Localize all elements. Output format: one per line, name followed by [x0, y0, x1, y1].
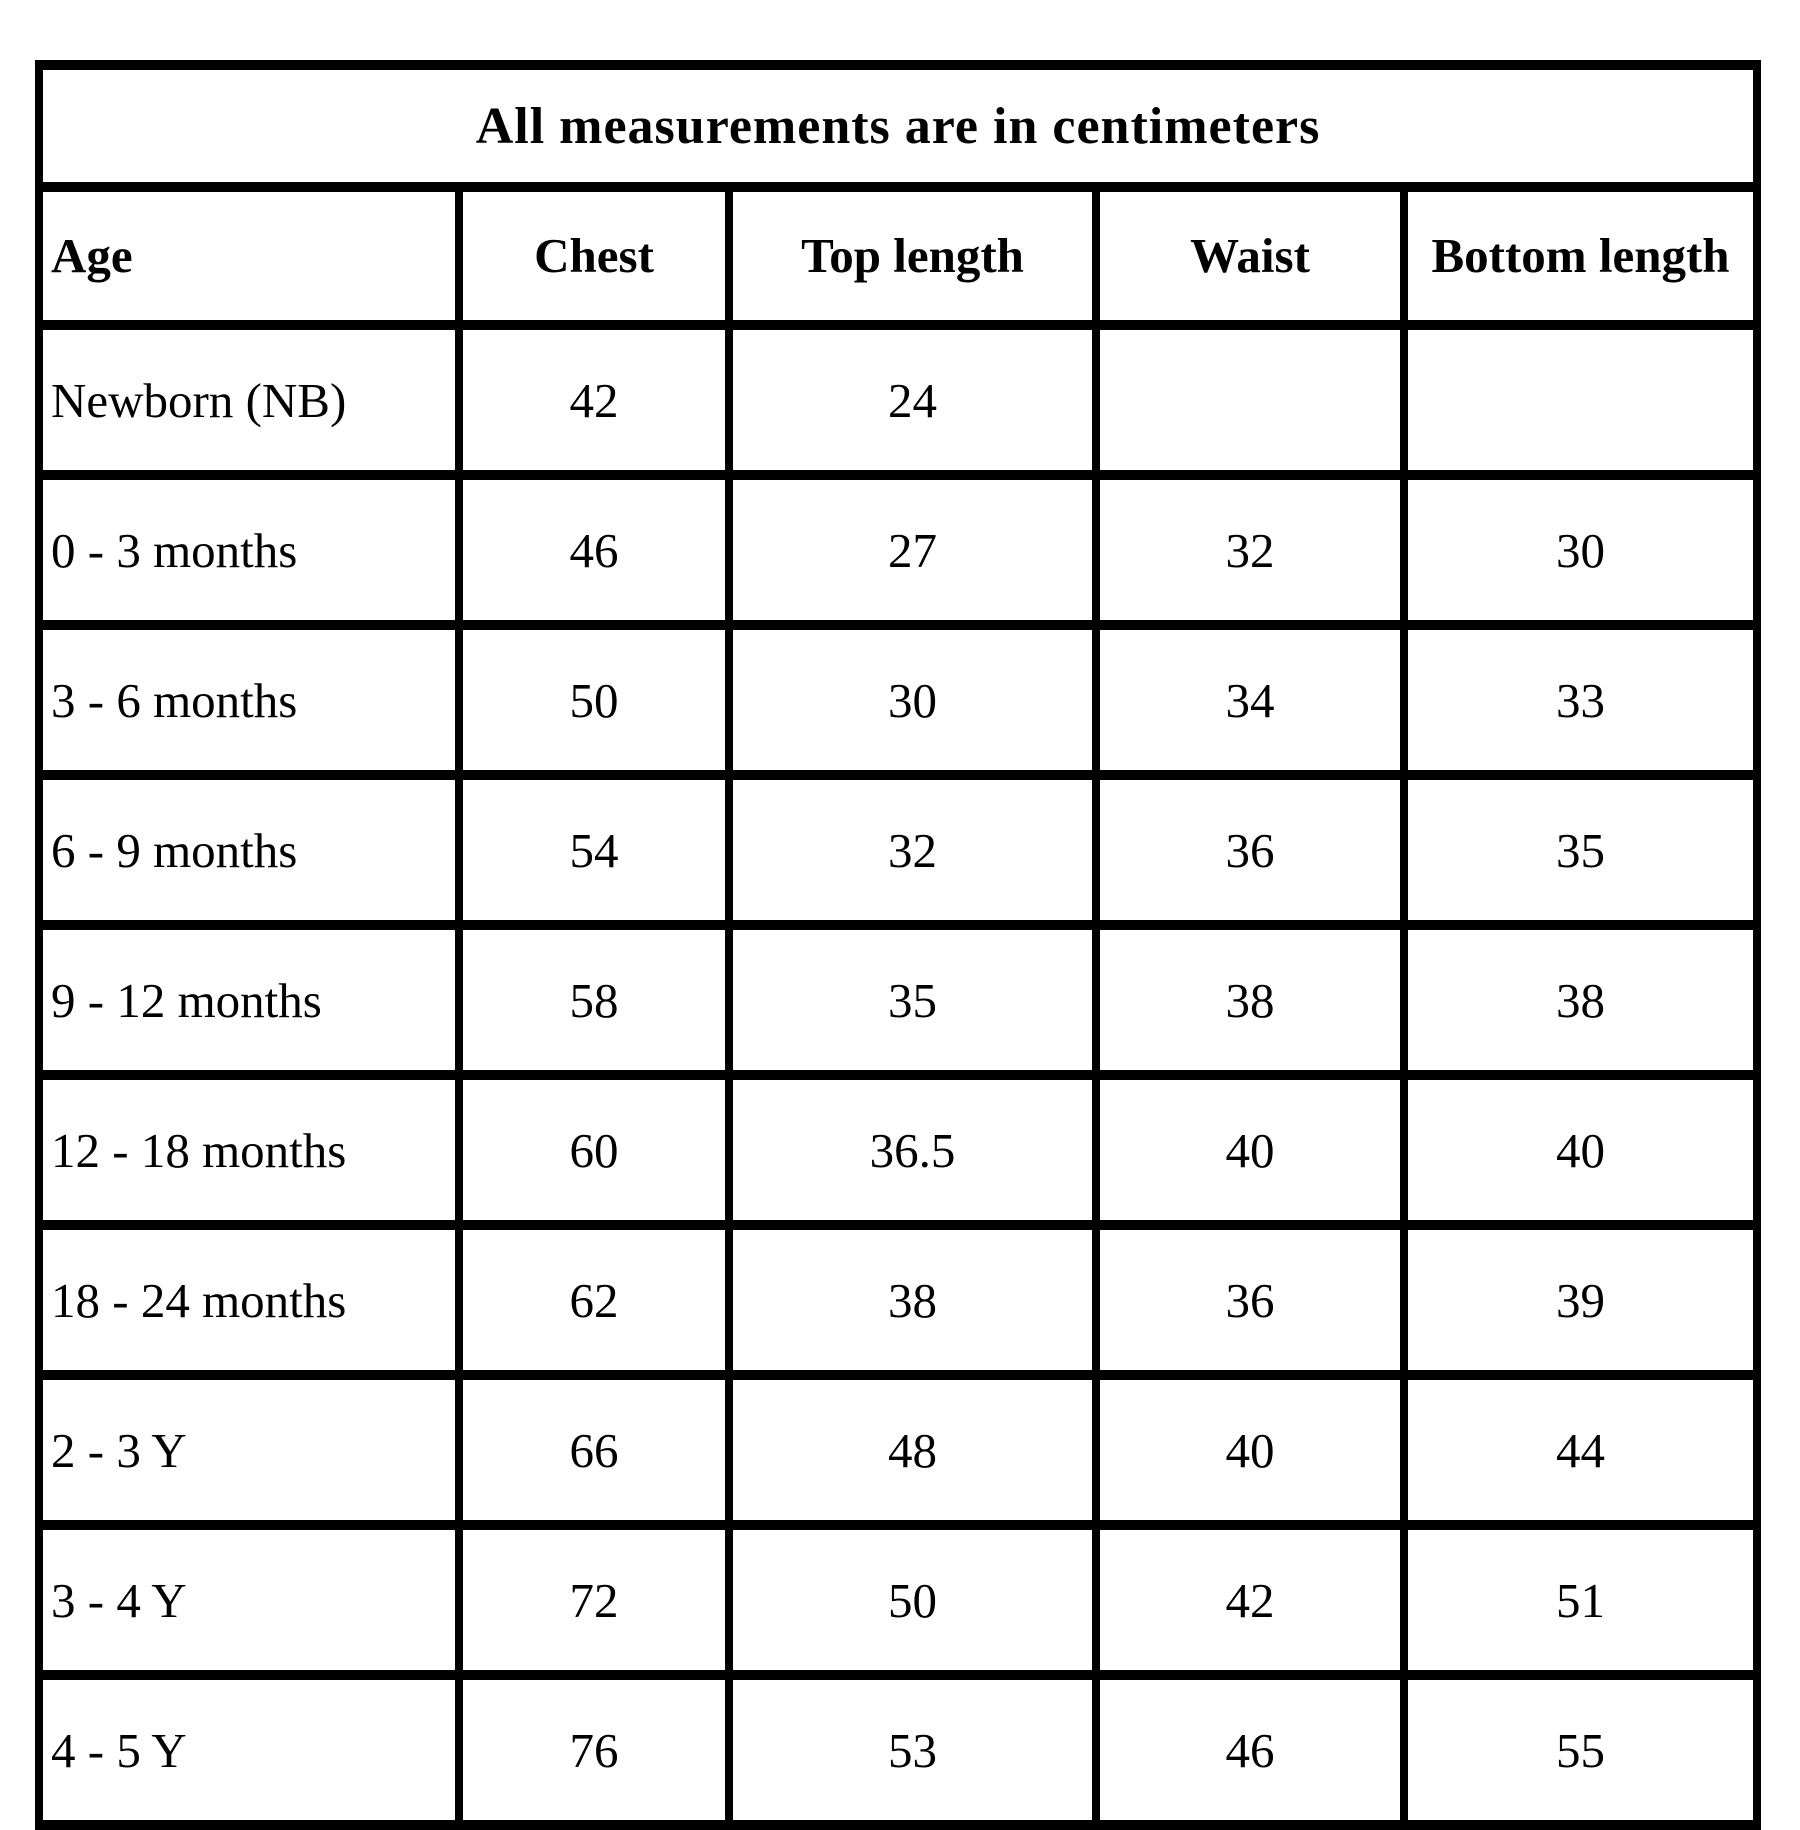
measurement-cell: 60 [455, 1070, 733, 1230]
measurement-cell: 53 [725, 1670, 1100, 1830]
column-header-chest: Chest [455, 182, 733, 330]
measurement-cell: 36 [1092, 770, 1408, 930]
measurement-cell: 50 [455, 620, 733, 780]
age-cell: 4 - 5 Y [35, 1670, 463, 1830]
table-row: 3 - 4 Y 72 50 42 51 [35, 1520, 1762, 1680]
table-title: All measurements are in centimeters [34, 60, 1762, 192]
measurement-cell: 36 [1092, 1220, 1408, 1380]
table-row: Newborn (NB) 42 24 [35, 320, 1762, 480]
measurement-cell: 32 [1092, 470, 1408, 630]
age-cell: 12 - 18 months [35, 1070, 463, 1230]
measurement-cell: 34 [1092, 620, 1408, 780]
age-cell: 6 - 9 months [35, 770, 463, 930]
age-cell: Newborn (NB) [35, 320, 463, 480]
measurement-cell: 33 [1399, 620, 1762, 780]
table-row: 3 - 6 months 50 30 34 33 [35, 620, 1762, 780]
measurement-cell: 66 [455, 1370, 733, 1530]
measurement-cell [1399, 320, 1762, 480]
measurement-cell: 72 [455, 1520, 733, 1680]
measurement-cell: 42 [1092, 1520, 1408, 1680]
measurement-cell [1092, 320, 1408, 480]
age-cell: 3 - 4 Y [35, 1520, 463, 1680]
measurement-cell: 32 [725, 770, 1100, 930]
measurement-cell: 39 [1399, 1220, 1762, 1380]
table-row: 6 - 9 months 54 32 36 35 [35, 770, 1762, 930]
table-row: 2 - 3 Y 66 48 40 44 [35, 1370, 1762, 1530]
measurement-cell: 54 [455, 770, 733, 930]
measurement-cell: 38 [1399, 920, 1762, 1080]
column-header-top-length: Top length [725, 182, 1100, 330]
column-header-age: Age [35, 182, 463, 330]
measurement-cell: 36.5 [725, 1070, 1100, 1230]
measurement-cell: 51 [1399, 1520, 1762, 1680]
measurement-cell: 30 [725, 620, 1100, 780]
table-body: Newborn (NB) 42 24 0 - 3 months 46 27 32 30 3 - … [35, 320, 1762, 1830]
measurement-cell: 38 [725, 1220, 1100, 1380]
measurement-cell: 55 [1399, 1670, 1762, 1830]
size-chart-table: All measurements are in centimeters Age … [34, 60, 1762, 1830]
table-row: 12 - 18 months 60 36.5 40 40 [35, 1070, 1762, 1230]
table-row: 9 - 12 months 58 35 38 38 [35, 920, 1762, 1080]
age-cell: 0 - 3 months [35, 470, 463, 630]
measurement-cell: 35 [1399, 770, 1762, 930]
measurement-cell: 40 [1399, 1070, 1762, 1230]
column-header-bottom-length: Bottom length [1399, 182, 1762, 330]
measurement-cell: 62 [455, 1220, 733, 1380]
table-row: 4 - 5 Y 76 53 46 55 [35, 1670, 1762, 1830]
table-row: 0 - 3 months 46 27 32 30 [35, 470, 1762, 630]
measurement-cell: 46 [455, 470, 733, 630]
measurement-cell: 40 [1092, 1370, 1408, 1530]
measurement-cell: 35 [725, 920, 1100, 1080]
measurement-cell: 24 [725, 320, 1100, 480]
column-header-waist: Waist [1092, 182, 1408, 330]
age-cell: 9 - 12 months [35, 920, 463, 1080]
measurement-cell: 50 [725, 1520, 1100, 1680]
age-cell: 18 - 24 months [35, 1220, 463, 1380]
measurement-cell: 46 [1092, 1670, 1408, 1830]
table-row: 18 - 24 months 62 38 36 39 [35, 1220, 1762, 1380]
measurement-cell: 27 [725, 470, 1100, 630]
age-cell: 2 - 3 Y [35, 1370, 463, 1530]
measurement-cell: 76 [455, 1670, 733, 1830]
table-title-row: All measurements are in centimeters [34, 60, 1762, 192]
measurement-cell: 42 [455, 320, 733, 480]
measurement-cell: 58 [455, 920, 733, 1080]
measurement-cell: 48 [725, 1370, 1100, 1530]
measurement-cell: 40 [1092, 1070, 1408, 1230]
measurement-cell: 38 [1092, 920, 1408, 1080]
measurement-cell: 30 [1399, 470, 1762, 630]
measurement-cell: 44 [1399, 1370, 1762, 1530]
table-header-row: Age Chest Top length Waist Bottom length [35, 182, 1762, 330]
age-cell: 3 - 6 months [35, 620, 463, 780]
